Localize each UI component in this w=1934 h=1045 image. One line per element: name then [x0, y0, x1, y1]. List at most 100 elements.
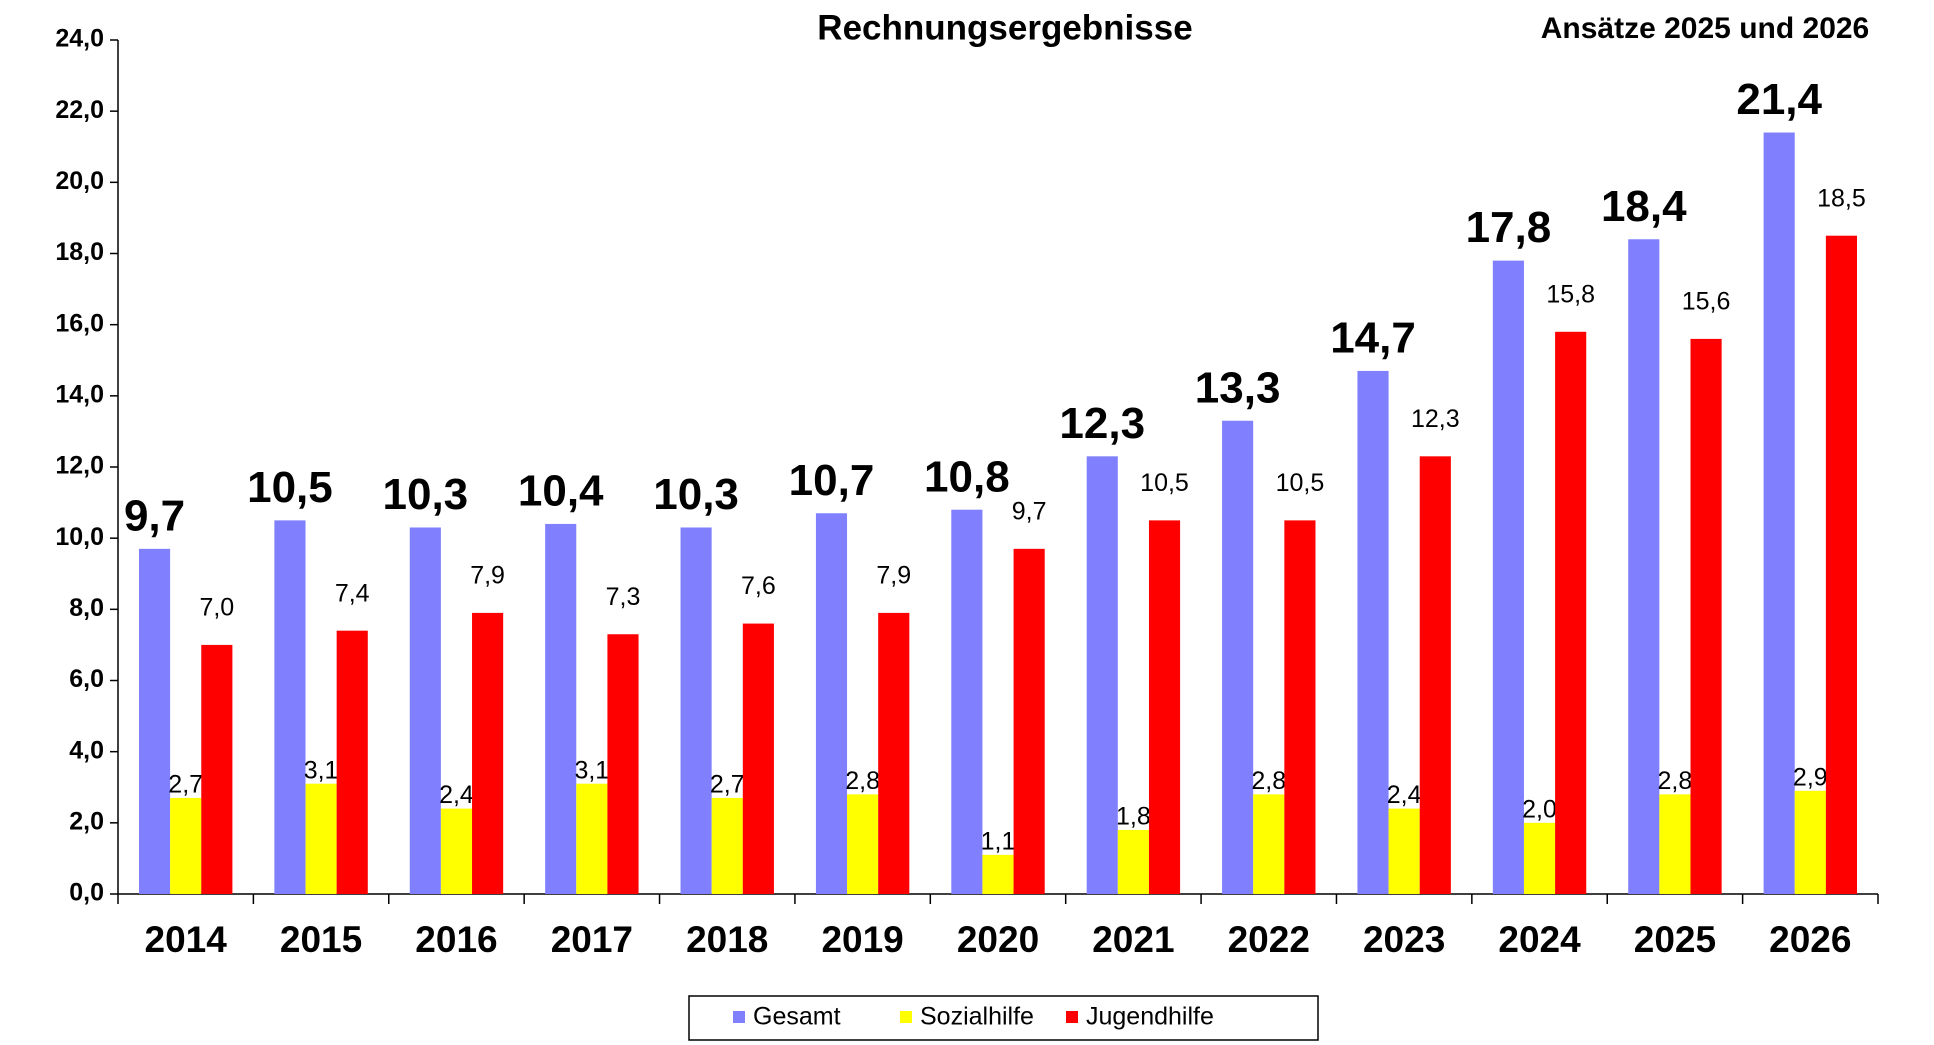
data-label: 9,7 [1012, 497, 1047, 525]
bar [847, 794, 879, 894]
bar [742, 623, 774, 894]
y-tick-label: 20,0 [55, 167, 104, 195]
bar [1388, 808, 1420, 894]
legend-label: Sozialhilfe [920, 1003, 1034, 1031]
data-label: 1,8 [1116, 803, 1151, 831]
x-tick-label: 2021 [1092, 919, 1174, 960]
x-tick-label: 2019 [821, 919, 903, 960]
bar [680, 527, 712, 894]
data-label: 18,5 [1817, 184, 1866, 212]
bar [1148, 520, 1181, 894]
legend-swatch [1066, 1011, 1078, 1023]
data-label: 10,5 [1276, 469, 1325, 497]
data-label: 7,4 [335, 579, 370, 607]
bar [201, 644, 233, 894]
bar [1284, 520, 1316, 894]
x-tick-label: 2024 [1498, 919, 1581, 960]
annotation: Rechnungsergebnisse [817, 8, 1192, 47]
data-label: 3,1 [304, 756, 339, 784]
bar [409, 527, 441, 894]
x-tick-label: 2018 [686, 919, 768, 960]
bar [545, 523, 577, 894]
bar [711, 797, 743, 894]
bar [1357, 370, 1389, 894]
x-tick-label: 2020 [957, 919, 1039, 960]
y-tick-label: 2,0 [69, 807, 104, 835]
data-label: 7,9 [876, 562, 911, 590]
bar [1523, 822, 1556, 894]
data-label: 1,1 [981, 827, 1016, 855]
data-label: 15,8 [1546, 280, 1595, 308]
data-label: 7,6 [741, 572, 776, 600]
bar [815, 513, 848, 894]
data-label: 12,3 [1059, 399, 1145, 448]
bar [982, 854, 1014, 894]
data-label: 18,4 [1601, 182, 1687, 231]
bar [1763, 132, 1795, 894]
y-tick-label: 16,0 [55, 309, 104, 337]
data-label: 7,3 [606, 583, 641, 611]
data-label: 7,9 [470, 562, 505, 590]
bar [1222, 420, 1254, 894]
bar [1825, 235, 1858, 895]
data-label: 10,5 [247, 463, 333, 512]
bar [138, 548, 171, 894]
data-label: 7,0 [199, 594, 234, 622]
annotation: Ansätze 2025 und 2026 [1541, 12, 1870, 45]
x-tick-label: 2022 [1228, 919, 1310, 960]
y-tick-label: 22,0 [55, 96, 104, 124]
bar [951, 509, 983, 894]
x-tick-label: 2023 [1363, 919, 1445, 960]
data-label: 17,8 [1466, 203, 1552, 252]
bar [1659, 794, 1691, 894]
data-label: 2,8 [1251, 767, 1286, 795]
data-label: 2,7 [710, 771, 745, 799]
data-label: 2,0 [1522, 795, 1557, 823]
y-tick-label: 6,0 [69, 665, 104, 693]
y-tick-label: 12,0 [55, 452, 104, 480]
bar [1690, 338, 1722, 894]
legend-label: Gesamt [753, 1003, 841, 1031]
bar [1555, 331, 1587, 894]
bar [336, 630, 368, 894]
x-tick-label: 2026 [1769, 919, 1851, 960]
data-label: 10,4 [518, 467, 604, 516]
x-tick-label: 2025 [1634, 919, 1716, 960]
x-tick-label: 2014 [145, 919, 228, 960]
legend: Gesamt Sozialhilfe Jugendhilfe [688, 995, 1319, 1041]
data-label: 10,3 [653, 470, 739, 519]
data-label: 2,8 [845, 767, 880, 795]
data-label: 3,1 [574, 756, 609, 784]
y-tick-label: 8,0 [69, 594, 104, 622]
x-tick-label: 2015 [280, 919, 362, 960]
y-tick-label: 4,0 [69, 736, 104, 764]
bar [274, 520, 306, 894]
bar [1086, 456, 1118, 894]
bar [1253, 794, 1285, 894]
bar [1419, 456, 1451, 894]
data-label: 2,8 [1658, 767, 1693, 795]
y-tick-label: 0,0 [69, 879, 104, 907]
data-label: 21,4 [1736, 75, 1822, 124]
bar [1794, 790, 1826, 894]
bar [1492, 260, 1524, 894]
bar [1013, 548, 1045, 894]
data-label: 10,7 [789, 456, 875, 505]
bar [170, 797, 202, 894]
y-tick-label: 10,0 [55, 523, 104, 551]
x-tick-label: 2016 [415, 919, 497, 960]
x-tick-label: 2017 [551, 919, 633, 960]
data-label: 9,7 [124, 491, 185, 540]
data-label: 10,3 [383, 470, 469, 519]
bar [878, 612, 910, 894]
data-label: 13,3 [1195, 363, 1281, 412]
data-label: 2,4 [1387, 781, 1422, 809]
legend-swatch [900, 1011, 912, 1023]
y-tick-label: 24,0 [55, 25, 104, 53]
y-tick-label: 14,0 [55, 380, 104, 408]
data-label: 2,9 [1793, 763, 1828, 791]
bar [305, 783, 337, 894]
data-label: 15,6 [1682, 288, 1731, 316]
data-label: 14,7 [1330, 314, 1416, 363]
